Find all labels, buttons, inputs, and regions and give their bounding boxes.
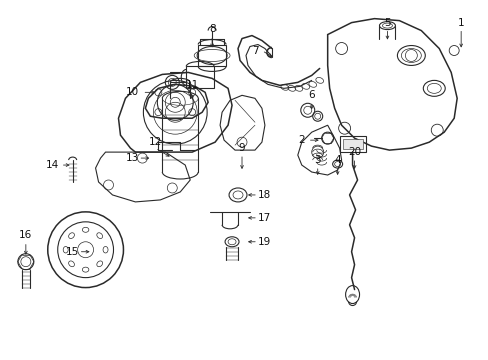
Text: 11: 11 (185, 80, 199, 90)
Text: 17: 17 (258, 213, 271, 223)
Text: 20: 20 (347, 147, 361, 157)
Text: 5: 5 (384, 18, 390, 28)
Text: 1: 1 (457, 18, 464, 28)
Text: 13: 13 (125, 153, 139, 163)
Text: 10: 10 (125, 87, 139, 97)
Text: 18: 18 (258, 190, 271, 200)
Bar (198, 45, 225, 67)
Text: 2: 2 (298, 135, 305, 145)
Text: 16: 16 (19, 230, 32, 240)
Bar (342, 139, 362, 149)
Text: 12: 12 (148, 137, 162, 147)
Bar (339, 136, 365, 152)
Text: 19: 19 (258, 237, 271, 247)
Text: 6: 6 (308, 90, 314, 100)
Text: 8: 8 (208, 24, 215, 33)
Text: 9: 9 (238, 143, 245, 153)
Text: 15: 15 (66, 247, 79, 257)
Text: 7: 7 (251, 45, 258, 55)
Text: 14: 14 (46, 160, 59, 170)
Text: 4: 4 (334, 155, 340, 165)
Bar (186, 67, 214, 88)
Text: 3: 3 (314, 155, 321, 165)
